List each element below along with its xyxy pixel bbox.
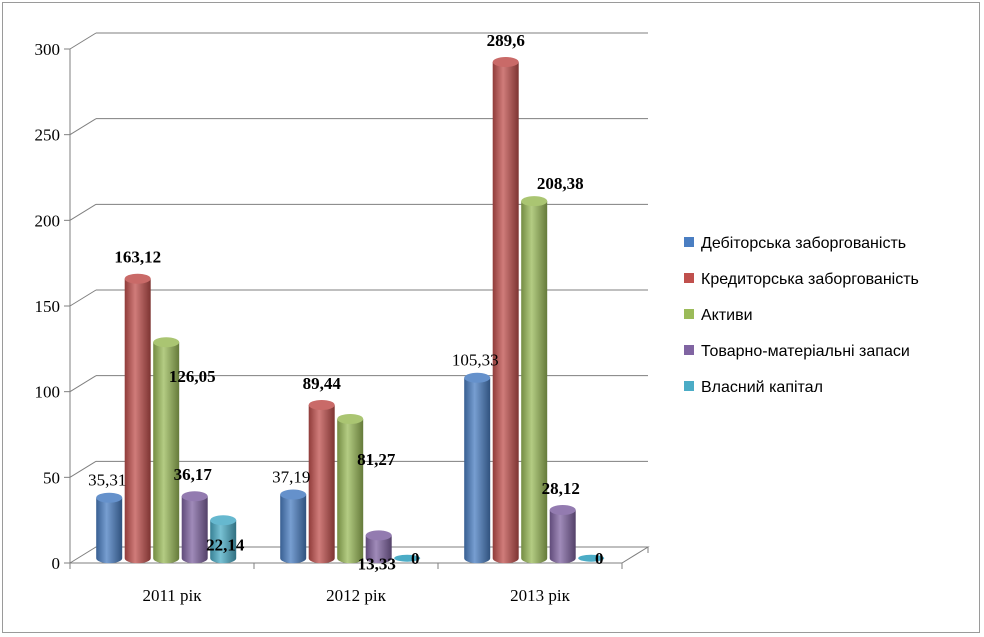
data-label: 208,38 — [537, 174, 584, 193]
bar — [181, 491, 208, 564]
data-label: 289,6 — [487, 31, 525, 50]
legend-item: Кредиторська заборгованість — [684, 271, 919, 288]
data-label: 163,12 — [114, 248, 161, 267]
bar-body — [521, 201, 548, 564]
bar-body — [549, 510, 576, 564]
y-tick-label: 250 — [35, 126, 61, 145]
data-labels: 35,31 163,12 126,05 36,17 22,14 37,19 89,44 81,… — [88, 31, 603, 573]
data-label: 22,14 — [206, 535, 245, 554]
gridline-depth — [69, 460, 97, 478]
gridline-depth — [69, 289, 97, 307]
category-label: 2013 рік — [510, 586, 570, 605]
legend-swatch — [684, 345, 694, 355]
y-tick-label: 0 — [52, 554, 61, 573]
data-label: 0 — [595, 549, 604, 568]
bar-top — [365, 530, 392, 541]
bar — [96, 492, 123, 564]
bar — [280, 489, 307, 564]
bar-top — [549, 505, 576, 516]
bar-body — [181, 496, 208, 564]
legend-label: Кредиторська заборгованість — [701, 271, 919, 288]
bar-top — [124, 273, 151, 284]
category-label: 2011 рік — [142, 586, 202, 605]
bar-body — [96, 497, 123, 564]
legend-item: Дебіторська заборгованість — [684, 235, 906, 252]
bar-body — [153, 342, 180, 564]
bar-top — [308, 399, 335, 410]
gridline-depth — [69, 203, 97, 221]
y-axis-ticks: 0 50 100 150 200 250 300 — [35, 40, 70, 573]
bar-top — [464, 372, 491, 383]
data-label: 13,33 — [358, 554, 396, 573]
bar-top — [492, 57, 519, 68]
data-label: 35,31 — [88, 471, 126, 490]
bar — [124, 273, 151, 564]
category-label: 2012 рік — [326, 586, 386, 605]
bar — [521, 196, 548, 564]
data-label: 37,19 — [272, 467, 310, 486]
bar-top — [210, 515, 237, 526]
bar-top — [337, 413, 364, 424]
bar-top — [181, 491, 208, 502]
data-label: 105,33 — [452, 351, 499, 370]
y-tick-label: 100 — [35, 383, 61, 402]
legend-label: Власний капітал — [701, 379, 823, 396]
bar — [464, 372, 491, 564]
bar-body — [124, 278, 151, 564]
bar — [210, 515, 237, 564]
legend-label: Дебіторська заборгованість — [701, 235, 906, 252]
bar-top — [521, 196, 548, 207]
grid-lines — [69, 32, 648, 478]
legend-item: Власний капітал — [684, 379, 823, 396]
x-axis-categories: 2011 рік 2012 рік 2013 рік — [69, 563, 623, 605]
bar-top — [96, 492, 123, 503]
data-label: 81,27 — [357, 450, 396, 469]
bar — [308, 399, 335, 564]
legend: Дебіторська заборгованість Кредиторська з… — [684, 235, 919, 396]
bar-body — [210, 520, 237, 564]
data-label: 126,05 — [169, 367, 216, 386]
bar-body — [464, 377, 491, 564]
bar — [549, 505, 576, 564]
bar — [492, 57, 519, 564]
bar-body — [365, 535, 392, 564]
legend-item: Активи — [684, 307, 753, 324]
gridline-depth — [69, 32, 97, 50]
y-tick-label: 50 — [43, 468, 60, 487]
gridline-depth — [69, 118, 97, 136]
legend-label: Активи — [701, 307, 753, 324]
data-label: 28,12 — [542, 479, 580, 498]
bar — [365, 530, 392, 564]
legend-swatch — [684, 309, 694, 319]
bar-body — [308, 404, 335, 564]
y-tick-label: 300 — [35, 40, 61, 59]
bar — [578, 554, 605, 562]
data-label: 36,17 — [174, 465, 213, 484]
legend-swatch — [684, 237, 694, 247]
bar-zero — [578, 554, 605, 562]
y-tick-label: 200 — [35, 211, 61, 230]
legend-item: Товарно-матеріальні запаси — [684, 343, 910, 360]
bar — [394, 554, 421, 562]
bar-body — [492, 62, 519, 564]
bar-body — [337, 418, 364, 564]
legend-swatch — [684, 381, 694, 391]
bar — [337, 413, 364, 564]
bar-zero — [394, 554, 421, 562]
bar-body — [280, 494, 307, 564]
data-label: 89,44 — [303, 374, 342, 393]
legend-label: Товарно-матеріальні запаси — [701, 343, 910, 360]
data-label: 0 — [411, 549, 420, 568]
bars — [96, 57, 605, 564]
y-tick-label: 150 — [35, 297, 61, 316]
legend-swatch — [684, 273, 694, 283]
gridline-depth — [69, 375, 97, 393]
bar-top — [280, 489, 307, 500]
bar — [153, 337, 180, 564]
bar-top — [153, 337, 180, 348]
